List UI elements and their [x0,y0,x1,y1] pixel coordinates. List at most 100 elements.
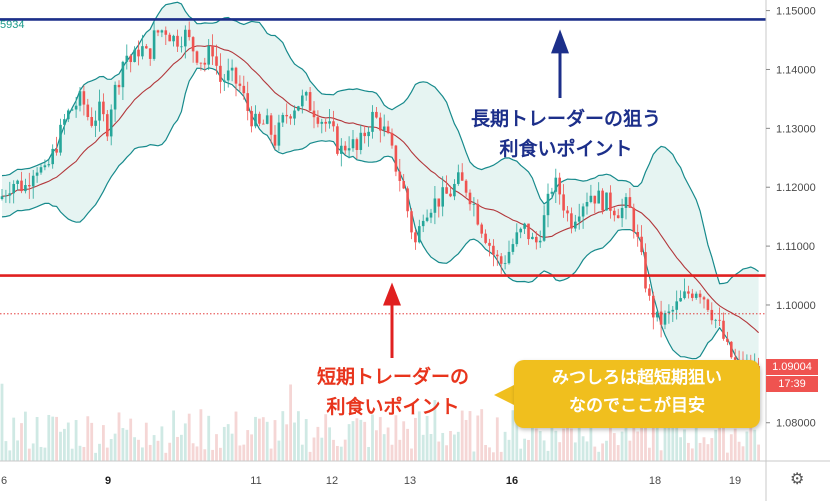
candle-body [4,195,8,197]
volume-bar [375,430,378,461]
candle-body [98,101,101,121]
candle [531,232,534,240]
candle [43,159,47,171]
candle [82,85,86,116]
volume-bar [183,423,187,461]
candle [273,125,277,150]
volume-bar [164,452,168,461]
candle-body [515,232,519,245]
candle [70,108,74,112]
candle [90,107,93,128]
candle-body [316,117,320,124]
volume-bar [667,422,671,461]
candle-body [683,291,686,299]
candle [35,167,39,183]
candle [648,284,651,301]
candle-body [308,92,312,111]
candle [382,114,386,137]
candle [238,75,242,91]
candle-body [663,313,667,325]
candle-body [519,228,522,233]
volume-bar [429,434,433,461]
y-tick-label: 1.08000 [776,418,816,430]
volume-bar [441,432,445,461]
candle-body [82,91,86,105]
candle [113,81,117,122]
volume-bar [254,416,257,461]
volume-bars [0,383,760,461]
volume-bar [605,440,608,461]
volume-bar [718,412,721,461]
volume-bar [277,440,281,461]
volume-bar [577,416,581,461]
volume-bar [105,447,109,461]
volume-bar [265,421,269,461]
candle-body [90,117,93,126]
candle-body [394,145,398,172]
candle [441,176,444,217]
candle [394,144,398,177]
candle-body [102,101,105,115]
short-term-annotation-line1: 短期トレーダーの [316,366,469,388]
candle-body [106,114,109,137]
volume-bar [589,425,593,461]
volume-bar [507,439,511,461]
volume-bar [35,417,39,461]
candle-body [406,188,409,212]
candle [386,120,390,135]
volume-bar [562,428,565,461]
candle [304,90,308,101]
volume-bar [503,431,507,461]
candle [8,181,12,204]
candle-body [429,212,433,218]
candle-body [320,121,324,124]
volume-bar [269,448,273,461]
candle-body [28,185,31,187]
candle-body [343,145,347,151]
candle [199,62,203,71]
candle [476,199,480,226]
candle [698,290,702,304]
candle-body [425,217,429,221]
candle-body [421,220,425,227]
candle [503,255,507,270]
volume-bar [191,443,195,461]
volume-bar [445,445,448,461]
candle [117,80,121,95]
volume-bar [702,437,706,461]
candle-body [492,245,495,255]
candle-body [691,293,694,298]
candle-body [507,251,511,264]
candle-body [351,139,355,149]
candle [145,43,148,49]
candle-body [285,114,288,117]
volume-bar [753,429,757,461]
corner-value: 5934 [0,19,25,31]
candle-body [398,171,402,181]
volume-bar [640,408,643,461]
candle [4,189,8,203]
long-term-arrow-head [551,29,569,54]
volume-bar [27,448,31,461]
candle-body [375,111,378,118]
candle-body [0,196,4,200]
x-tick-label: 9 [105,475,111,487]
volume-bar [581,436,585,461]
volume-bar [125,429,129,461]
candle-body [562,194,565,211]
candle-body [527,223,530,240]
candle-body [121,61,125,88]
candle-body [304,92,308,96]
volume-bar [570,428,573,461]
candle [429,208,433,224]
volume-bar [152,435,156,461]
callout-text: みつしろは超短期狙い なのでここが目安 [514,364,760,420]
candle-body [390,132,394,146]
candle-body [523,223,526,229]
volume-bar [741,446,745,461]
candle [367,126,370,147]
gear-icon[interactable]: ⚙ [790,471,805,488]
candle-body [35,172,39,176]
candle [141,34,144,60]
